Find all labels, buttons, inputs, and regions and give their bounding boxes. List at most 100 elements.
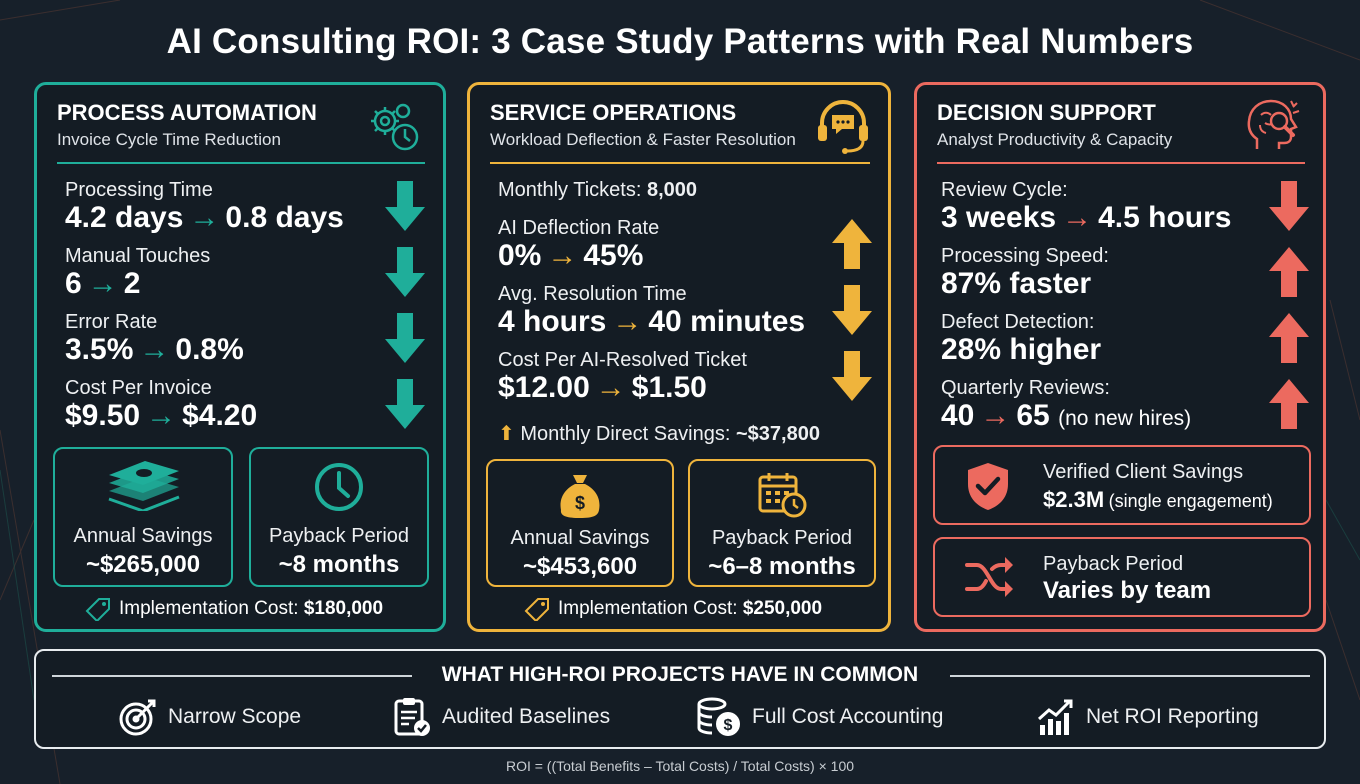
card-value: ~$453,600 bbox=[522, 553, 638, 580]
bar-chart-up-icon bbox=[1037, 699, 1073, 735]
brain-magnifier-icon bbox=[1247, 99, 1300, 149]
implementation-label: Implementation Cost: bbox=[119, 598, 299, 620]
panel-divider bbox=[490, 162, 870, 164]
right-arrow-icon: → bbox=[1062, 201, 1093, 234]
service-operations-panel: SERVICE OPERATIONS Workload Deflection &… bbox=[467, 82, 891, 632]
process-automation-panel: PROCESS AUTOMATION Invoice Cycle Time Re… bbox=[34, 82, 446, 632]
decision-support-panel: DECISION SUPPORT Analyst Productivity & … bbox=[914, 82, 1326, 632]
panel-title: SERVICE OPERATIONS bbox=[490, 100, 737, 125]
implementation-cost: Implementation Cost: $180,000 bbox=[85, 597, 383, 621]
annual-savings-card: $ Annual Savings ~$453,600 bbox=[486, 459, 674, 587]
metric-value: 4 hours → 40 minutes bbox=[498, 305, 805, 339]
up-arrow-icon: ⬆ bbox=[498, 423, 515, 445]
right-arrow-icon: → bbox=[595, 371, 626, 404]
metric-value: 6 → 2 bbox=[65, 267, 140, 301]
trait-label: Narrow Scope bbox=[168, 705, 302, 728]
up-arrow-icon bbox=[832, 219, 872, 269]
verified-value: $2.3M bbox=[1043, 487, 1105, 512]
card-value: ~$265,000 bbox=[85, 551, 201, 578]
metric-label: Defect Detection: bbox=[941, 311, 1095, 333]
metric-value: 28% higher bbox=[941, 333, 1102, 366]
section-title: WHAT HIGH-ROI PROJECTS HAVE IN COMMON bbox=[441, 663, 919, 686]
calendar-clock-icon bbox=[758, 473, 807, 518]
payback-card: Payback Period ~8 months bbox=[249, 447, 429, 587]
panel-title: DECISION SUPPORT bbox=[937, 100, 1156, 125]
shield-check-icon bbox=[968, 463, 1008, 510]
card-label: Verified Client Savings bbox=[1043, 461, 1244, 483]
annual-savings-card: Annual Savings ~$265,000 bbox=[53, 447, 233, 587]
monthly-tickets-value: 8,000 bbox=[646, 179, 698, 201]
down-arrow-icon bbox=[385, 247, 425, 297]
card-value: ~8 months bbox=[278, 551, 400, 578]
trait-label: Net ROI Reporting bbox=[1086, 705, 1259, 728]
svg-text:$: $ bbox=[724, 717, 733, 734]
trait-item: Audited Baselines bbox=[392, 697, 610, 737]
metric-label: Cost Per Invoice bbox=[65, 377, 212, 399]
money-stack-icon bbox=[108, 461, 180, 511]
metric-to: $1.50 bbox=[631, 371, 707, 404]
metric-to: 0.8 days bbox=[225, 201, 344, 234]
trait-label: Full Cost Accounting bbox=[752, 705, 944, 728]
metric-label: Avg. Resolution Time bbox=[498, 283, 687, 305]
metric-note: (no new hires) bbox=[1058, 407, 1192, 430]
trait-item: $ Full Cost Accounting bbox=[696, 697, 943, 737]
panel-subtitle: Workload Deflection & Faster Resolution bbox=[490, 130, 796, 149]
metric-value: 0% → 45% bbox=[498, 239, 643, 273]
metric-from: 6 bbox=[65, 267, 82, 300]
metric-value: 3 weeks → 4.5 hours bbox=[941, 201, 1231, 235]
metric-from: $12.00 bbox=[498, 371, 590, 404]
implementation-value: $180,000 bbox=[303, 598, 384, 620]
up-arrow-icon bbox=[1269, 313, 1309, 363]
metric-to: 45% bbox=[583, 239, 644, 272]
metric-from: 3.5% bbox=[65, 333, 134, 366]
clipboard-check-icon bbox=[394, 698, 430, 736]
down-arrow-icon bbox=[385, 313, 425, 363]
coins-dollar-icon: $ bbox=[697, 697, 740, 736]
metric-value: $12.00 → $1.50 bbox=[498, 371, 707, 405]
payback-card: Payback Period ~6–8 months bbox=[688, 459, 876, 587]
metric-to: 65 bbox=[1016, 399, 1050, 432]
verified-savings-card: Verified Client Savings $2.3M (single en… bbox=[933, 445, 1311, 525]
metric-from: 0% bbox=[498, 239, 542, 272]
metric-value: 4.2 days → 0.8 days bbox=[65, 201, 344, 235]
gears-clock-icon bbox=[371, 103, 419, 151]
down-arrow-icon bbox=[832, 351, 872, 401]
implementation-label: Implementation Cost: bbox=[558, 598, 738, 620]
headset-chat-icon bbox=[818, 100, 868, 154]
metric-label: AI Deflection Rate bbox=[498, 217, 660, 239]
divider bbox=[52, 675, 412, 677]
trait-item: Narrow Scope bbox=[118, 697, 301, 737]
monthly-savings-label: Monthly Direct Savings: bbox=[520, 423, 731, 445]
monthly-tickets-label: Monthly Tickets: bbox=[498, 179, 642, 201]
price-tag-icon bbox=[524, 598, 549, 621]
metric-to: $4.20 bbox=[182, 399, 258, 432]
metric-from: $9.50 bbox=[65, 399, 141, 432]
card-label: Annual Savings bbox=[73, 525, 213, 547]
right-arrow-icon: → bbox=[87, 267, 118, 300]
price-tag-icon bbox=[85, 598, 110, 621]
shuffle-icon bbox=[965, 557, 1013, 597]
card-value: ~6–8 months bbox=[708, 553, 856, 580]
monthly-savings: ⬆ Monthly Direct Savings: ~$37,800 bbox=[498, 421, 820, 446]
metric-to: 2 bbox=[123, 267, 141, 300]
panel-divider bbox=[937, 162, 1305, 164]
panel-subtitle: Invoice Cycle Time Reduction bbox=[57, 130, 281, 149]
right-arrow-icon: → bbox=[146, 399, 177, 432]
panel-subtitle: Analyst Productivity & Capacity bbox=[937, 130, 1173, 149]
money-bag-icon: $ bbox=[560, 475, 600, 518]
up-arrow-icon bbox=[1269, 247, 1309, 297]
metric-label: Cost Per AI-Resolved Ticket bbox=[498, 349, 747, 371]
right-arrow-icon: → bbox=[547, 239, 578, 272]
right-arrow-icon: → bbox=[139, 333, 170, 366]
metric-from: 4.2 days bbox=[65, 201, 184, 234]
metric-value: 87% faster bbox=[941, 267, 1092, 300]
right-arrow-icon: → bbox=[980, 399, 1011, 432]
payback-card: Payback Period Varies by team bbox=[933, 537, 1311, 617]
roi-formula: ROI = ((Total Benefits – Total Costs) / … bbox=[505, 758, 855, 774]
monthly-tickets: Monthly Tickets: 8,000 bbox=[498, 179, 697, 202]
down-arrow-icon bbox=[832, 285, 872, 335]
metric-value: 40 → 65 (no new hires) bbox=[941, 399, 1191, 433]
verified-note: (single engagement) bbox=[1108, 491, 1273, 511]
card-label: Payback Period bbox=[1043, 553, 1184, 575]
metric-to: 0.8% bbox=[175, 333, 244, 366]
